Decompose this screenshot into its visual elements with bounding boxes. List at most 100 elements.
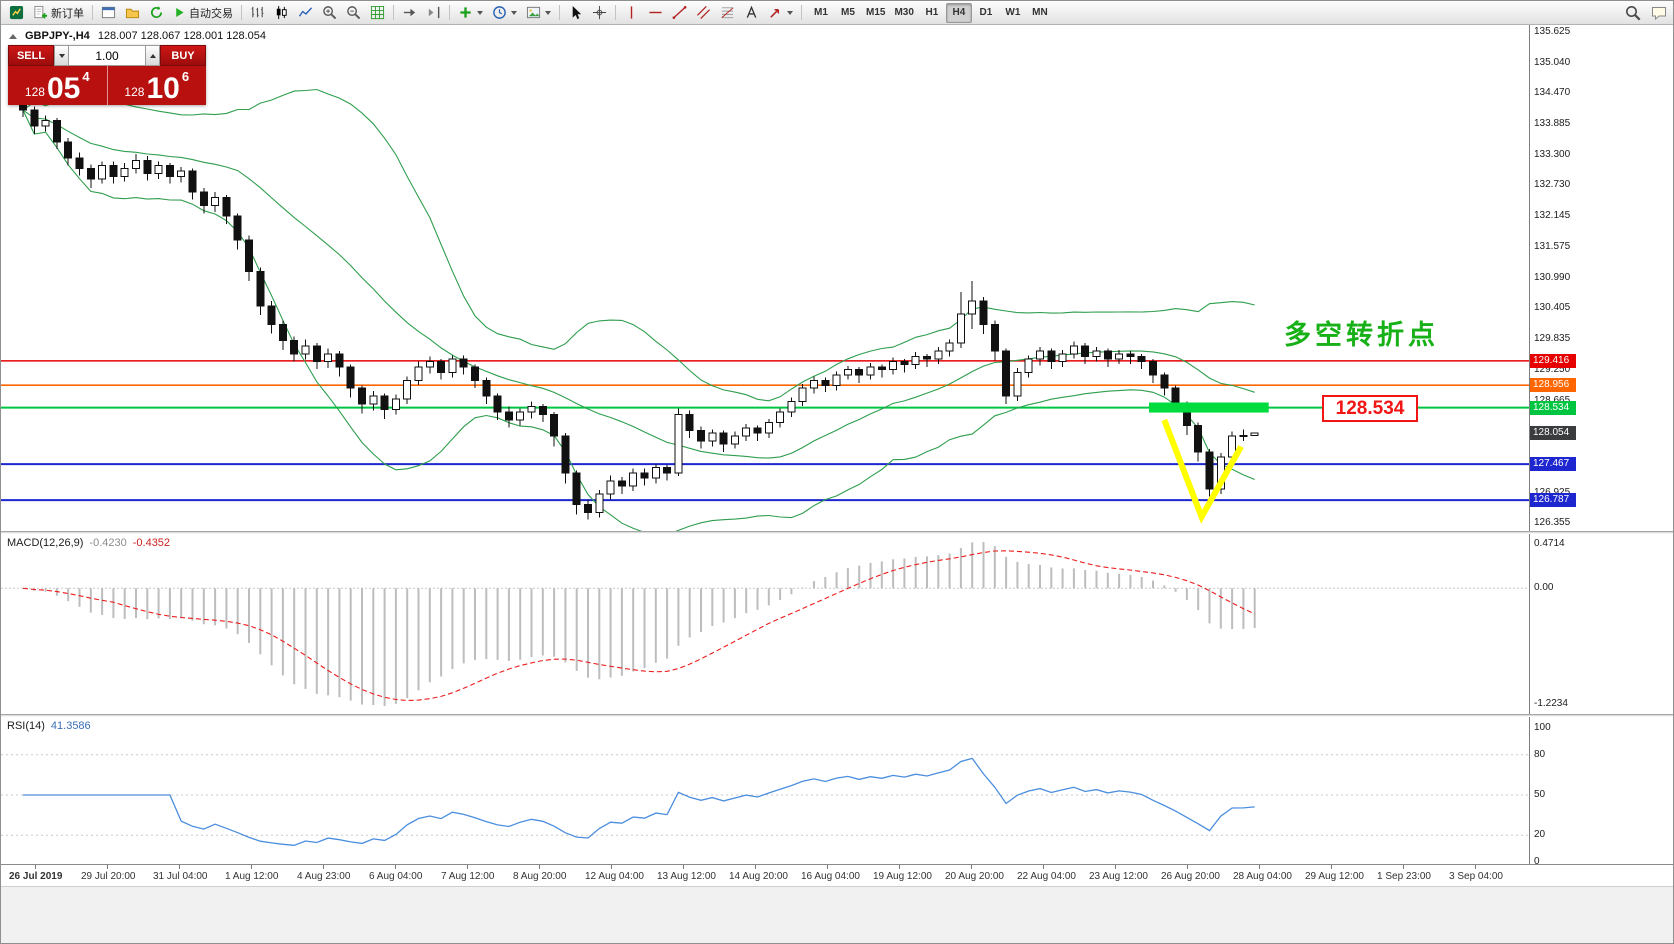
volume-input[interactable] [69, 45, 145, 66]
macd-signal-line [22, 550, 1255, 702]
price-badge-128.534: 128.534 [1530, 400, 1576, 415]
macd-canvas[interactable] [1, 534, 1529, 714]
timeframe-m1[interactable]: M1 [808, 3, 834, 23]
zoom-out-button[interactable] [342, 3, 365, 23]
grid-button[interactable] [366, 3, 389, 23]
rsi-panel: 100 80 50 20 0 RSI(14) 41.3586 [1, 717, 1673, 864]
grid-icon [370, 5, 385, 20]
text-icon [746, 5, 757, 18]
macd-panel: 0.4714 0.00 -1.2234 MACD(12,26,9) -0.4230 … [1, 534, 1673, 714]
volume-dropdown-button[interactable] [54, 45, 69, 66]
symbol-title: GBPJPY-,H4 [25, 30, 90, 42]
toolbar-separator [801, 5, 802, 20]
v-shape-drawing[interactable] [1161, 418, 1244, 524]
price-axis-label: 135.040 [1534, 56, 1571, 68]
time-axis[interactable]: 26 Jul 2019 29 Jul 20:00 31 Jul 04:00 1 Aug… [1, 864, 1673, 886]
timeframe-m15[interactable]: M15 [862, 3, 889, 23]
indicators-button[interactable] [454, 3, 487, 23]
dropdown-caret-icon [511, 10, 517, 15]
chart-shift-button[interactable] [422, 3, 445, 23]
buy-price-display[interactable]: 128 10 6 [108, 66, 207, 105]
current-price-badge: 128.054 [1530, 426, 1576, 440]
chat-button[interactable] [1647, 3, 1671, 23]
time-axis-label: 14 Aug 20:00 [729, 871, 788, 882]
macd-signal-value: -0.4352 [132, 537, 171, 549]
refresh-button[interactable] [145, 3, 168, 23]
macd-axis-label: 0.4714 [1534, 538, 1565, 549]
volume-spinner-button[interactable] [145, 45, 160, 66]
buy-price-sup: 6 [181, 69, 190, 84]
zoom-in-button[interactable] [318, 3, 341, 23]
trendline-tool-button[interactable] [668, 3, 691, 23]
search-button[interactable] [1621, 3, 1645, 23]
time-tick [827, 865, 828, 869]
sell-price-display[interactable]: 128 05 4 [8, 66, 108, 105]
timeframe-m30[interactable]: M30 [890, 3, 917, 23]
sell-price-prefix: 128 [24, 85, 45, 99]
panel-separator[interactable] [1, 714, 1673, 717]
timeframe-d1[interactable]: D1 [973, 3, 999, 23]
auto-trading-button[interactable]: 自动交易 [169, 3, 237, 23]
price-badge-128.956: 128.956 [1530, 378, 1576, 393]
collapse-panel-icon[interactable] [9, 33, 17, 39]
timeframe-h4[interactable]: H4 [945, 2, 972, 23]
time-tick [683, 865, 684, 869]
vertical-line-tool-button[interactable] [620, 3, 643, 23]
refresh-icon [150, 6, 163, 19]
periods-button[interactable] [488, 3, 521, 23]
buy-price-prefix: 128 [124, 85, 145, 99]
timeframe-w1[interactable]: W1 [1000, 3, 1026, 23]
templates-button[interactable] [522, 3, 555, 23]
text-tool-button[interactable] [740, 3, 763, 23]
price-chart-canvas[interactable] [1, 25, 1529, 531]
buy-button[interactable]: BUY [160, 45, 206, 66]
sell-button[interactable]: SELL [8, 45, 54, 66]
time-tick [1403, 865, 1404, 869]
time-tick [755, 865, 756, 869]
macd-axis-label: 0.00 [1534, 582, 1554, 594]
time-tick [323, 865, 324, 869]
toolbar-separator [615, 5, 616, 20]
timeframe-h1[interactable]: H1 [919, 3, 945, 23]
bar-chart-button[interactable] [246, 3, 269, 23]
macd-axis[interactable]: 0.4714 0.00 -1.2234 [1529, 534, 1673, 714]
time-axis-label: 22 Aug 04:00 [1017, 871, 1076, 882]
charts-window-button[interactable] [97, 3, 120, 23]
fibonacci-tool-button[interactable] [716, 3, 739, 23]
time-tick [971, 865, 972, 869]
profiles-button[interactable] [121, 3, 144, 23]
bars-icon [251, 6, 264, 18]
price-axis[interactable]: 135.625 135.040 134.470 133.885 133.300 132.7… [1529, 25, 1673, 531]
new-order-button[interactable]: 新订单 [29, 3, 88, 23]
rsi-axis[interactable]: 100 80 50 20 0 [1529, 717, 1673, 864]
horizontal-line-tool-button[interactable] [644, 3, 667, 23]
rsi-line [23, 757, 1255, 846]
time-tick [1475, 865, 1476, 869]
timeframe-mn[interactable]: MN [1027, 3, 1053, 23]
annotation-price-label[interactable]: 128.534 [1322, 395, 1418, 422]
time-tick [251, 865, 252, 869]
panel-separator[interactable] [1, 531, 1673, 534]
caret-up-icon [149, 53, 156, 58]
candlestick-chart-button[interactable] [270, 3, 293, 23]
search-icon [1626, 5, 1641, 20]
rsi-axis-label: 100 [1534, 722, 1551, 733]
rsi-axis-label: 50 [1534, 789, 1546, 800]
highlight-rectangle[interactable] [1149, 402, 1269, 413]
price-axis-label: 132.730 [1534, 179, 1571, 191]
channel-tool-button[interactable] [692, 3, 715, 23]
bb-upper [22, 88, 1255, 402]
rsi-canvas[interactable] [1, 717, 1529, 864]
crosshair-tool-button[interactable] [588, 3, 611, 23]
ohlc-values: 128.007 128.067 128.001 128.054 [97, 30, 267, 42]
line-chart-button[interactable] [294, 3, 317, 23]
time-axis-label: 29 Jul 20:00 [81, 871, 136, 882]
time-axis-label: 23 Aug 12:00 [1089, 871, 1148, 882]
cursor-tool-button[interactable] [564, 3, 587, 23]
timeframe-m5[interactable]: M5 [835, 3, 861, 23]
time-tick [539, 865, 540, 869]
annotation-turning-point[interactable]: 多空转折点 [1284, 320, 1439, 350]
arrows-tool-button[interactable] [764, 3, 797, 23]
auto-scroll-button[interactable] [398, 3, 421, 23]
